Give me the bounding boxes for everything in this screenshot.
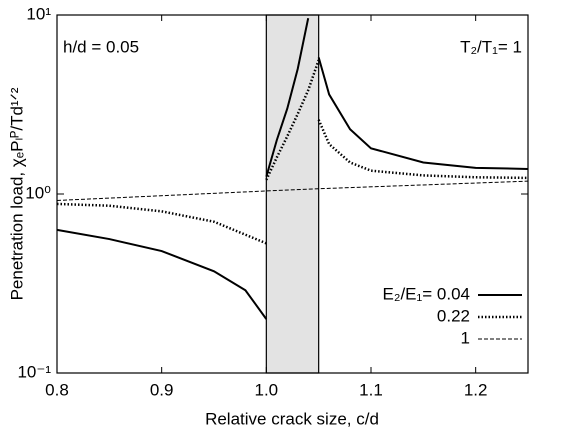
plot-frame: [56, 14, 529, 374]
series-line: [56, 17, 529, 320]
legend-label: 1: [461, 328, 470, 347]
y-tick-label: 10¹: [26, 4, 51, 23]
y-axis-label: Penetration load, χₑPₗᴾ/Td¹ᐟ²: [7, 87, 26, 300]
series-line: [56, 180, 529, 201]
x-tick-label: 1.0: [255, 380, 279, 399]
x-tick-label: 1.1: [359, 380, 383, 399]
series-line: [56, 59, 529, 245]
x-tick-label: 0.8: [45, 380, 69, 399]
annotation: T₂/T₁= 1: [460, 37, 522, 56]
y-tick-label: 10⁻¹: [17, 362, 51, 381]
shaded-region: [265, 14, 320, 374]
annotation: h/d = 0.05: [63, 37, 139, 56]
x-tick-label: 0.9: [150, 380, 174, 399]
legend-label: E₂/E₁= 0.04: [383, 284, 470, 303]
x-axis-label: Relative crack size, c/d: [205, 409, 379, 428]
y-tick-label: 10⁰: [25, 183, 51, 202]
legend-label: 0.22: [437, 306, 470, 325]
x-tick-label: 1.2: [464, 380, 488, 399]
